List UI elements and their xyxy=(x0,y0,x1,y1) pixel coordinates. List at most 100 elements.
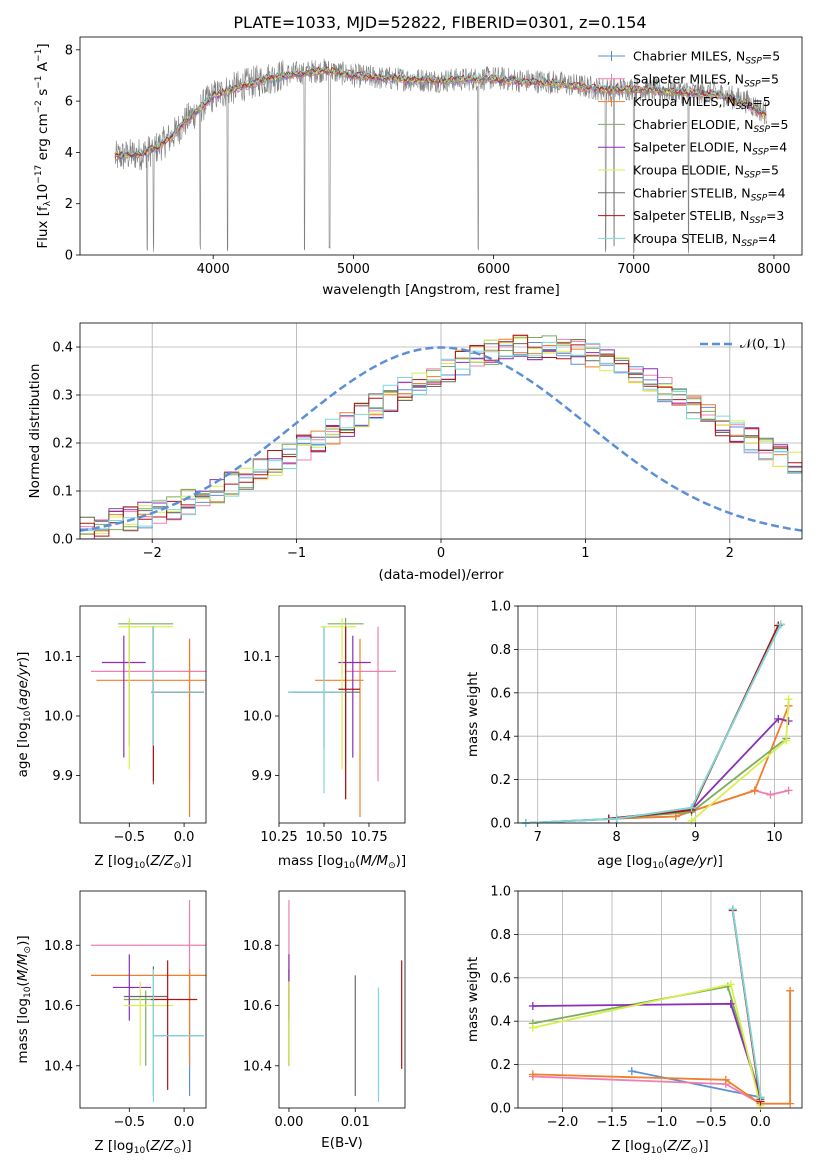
weight-marker xyxy=(528,1002,537,1011)
weight-line-kroupa-stelib xyxy=(731,909,762,1098)
x-tick-label: 0.01 xyxy=(341,1115,370,1130)
residual-histogram-kroupa-elodie xyxy=(80,337,802,534)
y-tick-label: 2 xyxy=(65,197,73,212)
weight-marker xyxy=(687,803,696,812)
x-axis-label: Z [log10(Z/Z⊙)] xyxy=(611,1138,708,1156)
x-tick-label: 9 xyxy=(691,830,699,845)
massweight_vs_age-frame xyxy=(517,605,803,824)
x-tick-label: 0.0 xyxy=(174,1115,195,1130)
weight-marker xyxy=(766,790,775,799)
y-tick-label: 10.8 xyxy=(243,939,272,954)
weight-marker xyxy=(750,786,759,795)
legend-label: Kroupa MILES, NSSP=5 xyxy=(633,94,771,112)
residual-histogram-chabrier-stelib xyxy=(80,339,802,531)
figure-title: PLATE=1033, MJD=52822, FIBERID=0301, z=0… xyxy=(233,13,646,32)
weight-marker xyxy=(776,620,785,629)
axes-mass_vs_Z: −0.5 0.0 10.4 10.6 10.8 xyxy=(44,939,194,1130)
x-tick-label: 10.25 xyxy=(260,830,297,845)
x-tick-label: 8 xyxy=(612,830,620,845)
weight-line-salpeter-elodie xyxy=(608,717,789,820)
weight-marker xyxy=(612,814,621,823)
axes-residuals: −2 −1 0 1 2 0.0 0.1 0.2 0.3 0.4 xyxy=(52,323,802,561)
y-tick-label: 10.4 xyxy=(243,1059,272,1074)
x-tick-label: 6000 xyxy=(477,262,510,277)
x-tick-label: 10.50 xyxy=(305,830,342,845)
axes-mass_vs_EBV: 0.00 0.01 10.4 10.6 10.8 xyxy=(243,939,370,1130)
x-axis-label: Z [log10(Z/Z⊙)] xyxy=(94,1138,191,1156)
y-axis-label: age [log10(age/yr)] xyxy=(15,652,33,778)
y-tick-label: 9.9 xyxy=(251,769,272,784)
x-axis-label: (data-model)/error xyxy=(378,567,504,583)
massweight_vs_Z-frame xyxy=(517,890,803,1109)
weight-line-chabrier-miles xyxy=(525,624,782,823)
weight-marker xyxy=(786,1099,795,1108)
weight-marker xyxy=(528,1070,537,1079)
model-spectrum-kroupa-stelib xyxy=(114,66,767,158)
mass_vs_Z-frame xyxy=(79,890,207,1109)
legend-label: Salpeter MILES, NSSP=5 xyxy=(633,71,779,89)
y-tick-label: 1.0 xyxy=(490,885,511,900)
axes-age_vs_Z: −0.5 0.0 9.9 10.0 10.1 xyxy=(44,650,194,845)
x-tick-label: 7000 xyxy=(617,262,650,277)
residuals-frame xyxy=(79,322,803,540)
spectrum-frame xyxy=(79,36,803,256)
y-tick-label: 9.9 xyxy=(52,769,73,784)
y-tick-label: 0.4 xyxy=(52,341,73,356)
x-axis-label: Z [log10(Z/Z⊙)] xyxy=(94,853,191,871)
x-tick-label: 1 xyxy=(581,546,589,561)
x-axis-label: mass [log10(M/M⊙)] xyxy=(278,853,406,871)
x-tick-label: 0 xyxy=(437,546,445,561)
legend-label: Kroupa ELODIE, NSSP=5 xyxy=(633,163,779,181)
weight-marker xyxy=(528,1023,537,1032)
y-tick-label: 10.1 xyxy=(243,650,272,665)
x-tick-label: −0.5 xyxy=(114,1115,146,1130)
weight-line-salpeter-stelib xyxy=(608,625,780,820)
y-tick-label: 6 xyxy=(65,95,73,110)
y-tick-label: 0.0 xyxy=(490,817,511,832)
axes-age_vs_mass: 10.25 10.50 10.75 9.9 10.0 10.1 xyxy=(243,650,388,845)
weight-line-chabrier-stelib xyxy=(525,625,780,823)
residual-histogram-salpeter-stelib xyxy=(80,334,802,537)
y-tick-label: 0.0 xyxy=(52,533,73,548)
weight-marker xyxy=(784,717,793,726)
axes-spectrum: 4000 5000 6000 7000 8000 0 2 4 6 8 xyxy=(65,43,791,277)
normal-distribution-curve xyxy=(80,346,802,532)
weight-marker xyxy=(774,714,783,723)
x-tick-label: 0.0 xyxy=(174,830,195,845)
age_vs_mass-frame xyxy=(278,605,406,824)
y-axis-label: mass weight xyxy=(465,957,481,1042)
x-tick-label: −0.5 xyxy=(695,1115,727,1130)
weight-marker xyxy=(726,980,735,989)
x-tick-label: 2 xyxy=(726,546,734,561)
y-axis-label: Normed distribution xyxy=(27,364,43,499)
weight-line-kroupa-miles xyxy=(608,705,790,820)
residual-histogram-kroupa-stelib xyxy=(80,341,802,532)
x-axis-label: wavelength [Angstrom, rest frame] xyxy=(322,282,560,298)
y-tick-label: 10.4 xyxy=(44,1059,73,1074)
y-tick-label: 0.2 xyxy=(490,773,511,788)
weight-marker xyxy=(726,999,735,1008)
y-axis-label: mass [log10(M/M⊙)] xyxy=(15,935,33,1063)
weight-marker xyxy=(728,905,737,914)
y-tick-label: 0.3 xyxy=(52,389,73,404)
weight-marker xyxy=(756,1093,765,1102)
legend-label: Salpeter ELODIE, NSSP=4 xyxy=(633,140,787,158)
spectrum-legend: Chabrier MILES, NSSP=5 Salpeter MILES, NS… xyxy=(598,49,788,249)
y-tick-label: 0.4 xyxy=(490,730,511,745)
x-tick-label: −2.0 xyxy=(547,1115,579,1130)
residual-histogram-chabrier-elodie xyxy=(80,335,802,535)
weight-marker xyxy=(687,816,696,825)
residual-histogram-salpeter-elodie xyxy=(80,349,802,539)
y-tick-label: 0.8 xyxy=(490,928,511,943)
y-tick-label: 0.8 xyxy=(490,643,511,658)
y-tick-label: 10.0 xyxy=(243,709,272,724)
y-tick-label: 0.2 xyxy=(52,437,73,452)
weight-marker xyxy=(782,736,791,745)
residual-histogram-chabrier-miles xyxy=(80,339,802,531)
x-tick-label: 10.75 xyxy=(350,830,387,845)
mass_vs_EBV-frame xyxy=(278,890,406,1109)
axes-massweight_vs_Z: −2.0 −1.5 −1.0 −0.5 0.0 0.0 0.2 0.4 0.6 0.8 1.0 xyxy=(490,885,802,1130)
y-tick-label: 8 xyxy=(65,43,73,58)
observed-spectrum-line xyxy=(114,58,768,254)
